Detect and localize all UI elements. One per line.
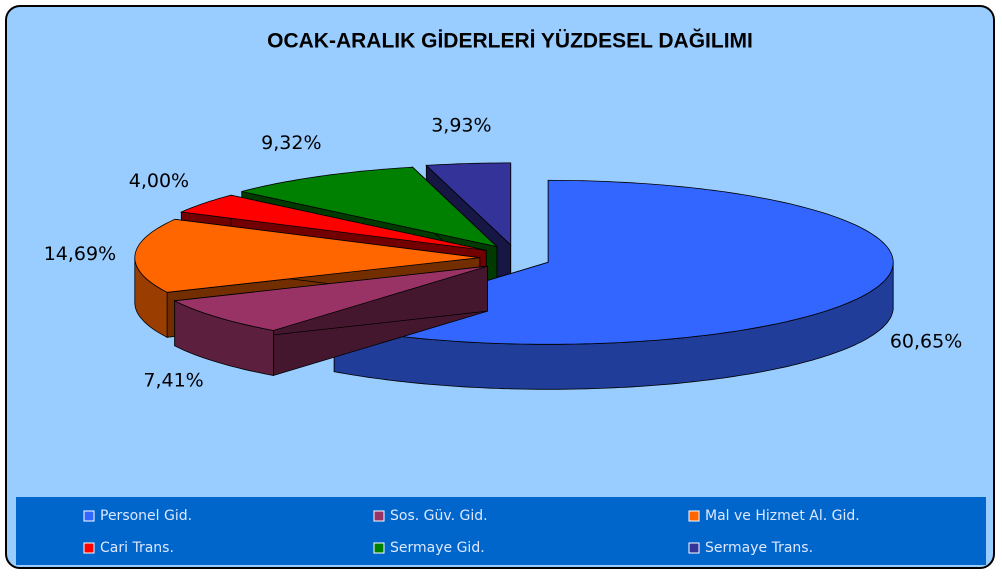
slice — [173, 265, 488, 331]
legend — [16, 497, 986, 565]
pie — [134, 162, 894, 390]
legend-swatch — [688, 510, 700, 522]
slice — [134, 218, 480, 293]
data-label: 3,93% — [431, 114, 491, 136]
chart-title: OCAK-ARALIK GİDERLERİ YÜZDESEL DAĞILIMI — [267, 29, 753, 53]
legend-swatch — [83, 510, 95, 522]
data-label: 60,65% — [890, 331, 962, 353]
legend-label: Personel Gid. — [100, 508, 192, 524]
legend-swatch — [83, 542, 95, 554]
legend-label: Sermaye Trans. — [705, 540, 813, 556]
slice — [241, 166, 499, 248]
legend-label: Cari Trans. — [100, 540, 174, 556]
legend-swatch — [373, 510, 385, 522]
data-label: 14,69% — [44, 243, 116, 265]
legend-label: Sermaye Gid. — [390, 540, 485, 556]
data-label: 4,00% — [129, 170, 189, 192]
legend-label: Mal ve Hizmet Al. Gid. — [705, 508, 860, 524]
slice — [179, 194, 487, 251]
data-label: 9,32% — [261, 132, 321, 154]
legend-label: Sos. Güv. Gid. — [390, 508, 488, 524]
legend-swatch — [373, 542, 385, 554]
legend-swatch — [688, 542, 700, 554]
data-label: 7,41% — [143, 370, 203, 392]
slice — [425, 162, 512, 246]
